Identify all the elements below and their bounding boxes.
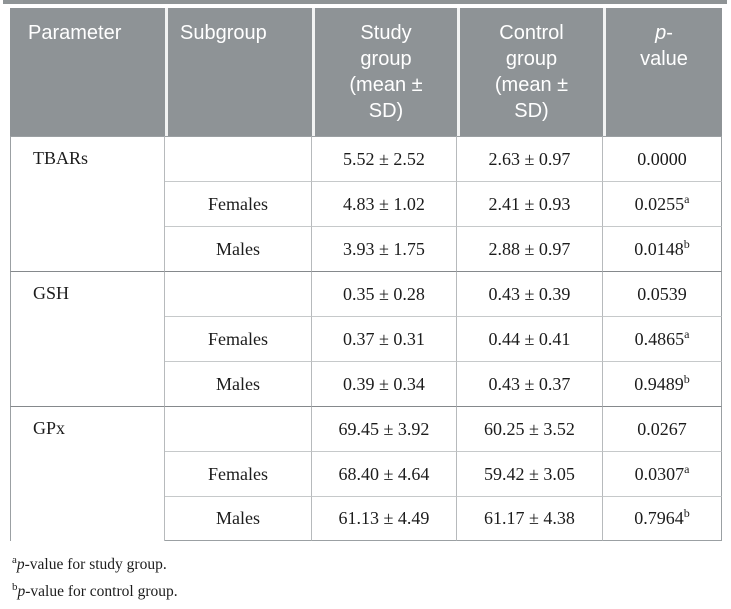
control-value-cell: 0.43 ± 0.37 xyxy=(457,361,603,406)
control-value-cell: 0.44 ± 0.41 xyxy=(457,316,603,361)
parameter-cell-gpx: GPx xyxy=(10,406,165,541)
column-header-parameter: Parameter xyxy=(10,8,165,136)
table-row-gsh: GSH 0.35 ± 0.28 0.43 ± 0.39 0.0539 xyxy=(10,271,722,406)
table-row-tbars-females: Females 4.83 ± 1.02 2.41 ± 0.93 0.0255a xyxy=(10,181,722,226)
p-value-rest: - value xyxy=(640,22,688,70)
study-value-cell: 0.37 ± 0.31 xyxy=(312,316,457,361)
subgroup-cell xyxy=(165,271,312,316)
subgroup-cell: Males xyxy=(165,226,312,271)
p-value-superscript: b xyxy=(683,371,690,386)
study-value-cell: 69.45 ± 3.92 xyxy=(312,406,457,451)
column-header-subgroup: Subgroup xyxy=(165,8,312,136)
column-header-study-group: Study group (mean ± SD) xyxy=(312,8,457,136)
table-row-tbars: TBARs 5.52 ± 2.52 2.63 ± 0.97 0.0000 xyxy=(10,136,722,271)
control-value-cell: 61.17 ± 4.38 xyxy=(457,496,603,541)
footnote-b: bp-value for control group. xyxy=(12,578,178,605)
p-value-cell: 0.0307a xyxy=(603,451,722,496)
p-value-cell: 0.0255a xyxy=(603,181,722,226)
subgroup-cell: Males xyxy=(165,496,312,541)
p-value-superscript: a xyxy=(684,326,690,341)
study-value-cell: 0.39 ± 0.34 xyxy=(312,361,457,406)
table-row-gsh-females: Females 0.37 ± 0.31 0.44 ± 0.41 0.4865a xyxy=(10,316,722,361)
column-header-control-group: Control group (mean ± SD) xyxy=(457,8,603,136)
control-value-cell: 2.41 ± 0.93 xyxy=(457,181,603,226)
footnote-b-text: -value for control group. xyxy=(25,583,178,600)
p-value-cell: 0.0000 xyxy=(603,136,722,181)
control-value-cell: 59.42 ± 3.05 xyxy=(457,451,603,496)
p-value-superscript: a xyxy=(684,191,690,206)
subgroup-cell: Females xyxy=(165,451,312,496)
p-value-cell: 0.9489b xyxy=(603,361,722,406)
p-value-superscript: a xyxy=(684,461,690,476)
table-header: Parameter Subgroup Study group (mean ± S… xyxy=(10,8,722,136)
subgroup-cell: Females xyxy=(165,316,312,361)
p-value-cell: 0.0539 xyxy=(603,271,722,316)
table-row-tbars-males: Males 3.93 ± 1.75 2.88 ± 0.97 0.0148b xyxy=(10,226,722,271)
control-value-cell: 2.88 ± 0.97 xyxy=(457,226,603,271)
table-row-gsh-males: Males 0.39 ± 0.34 0.43 ± 0.37 0.9489b xyxy=(10,361,722,406)
p-value-cell: 0.0148b xyxy=(603,226,722,271)
header-row: Parameter Subgroup Study group (mean ± S… xyxy=(10,8,722,136)
table-row-gpx-males: Males 61.13 ± 4.49 61.17 ± 4.38 0.7964b xyxy=(10,496,722,541)
study-value-cell: 5.52 ± 2.52 xyxy=(312,136,457,181)
table-row-gpx: GPx 69.45 ± 3.92 60.25 ± 3.52 0.0267 xyxy=(10,406,722,541)
parameter-cell-gsh: GSH xyxy=(10,271,165,406)
control-value-cell: 2.63 ± 0.97 xyxy=(457,136,603,181)
top-divider-rule xyxy=(3,0,727,4)
footnote-a-text: -value for study group. xyxy=(24,556,167,573)
footnote-a: ap-value for study group. xyxy=(12,551,178,578)
p-value-superscript: b xyxy=(683,236,690,251)
results-table: Parameter Subgroup Study group (mean ± S… xyxy=(10,8,722,541)
study-value-cell: 68.40 ± 4.64 xyxy=(312,451,457,496)
subgroup-cell xyxy=(165,406,312,451)
study-value-cell: 0.35 ± 0.28 xyxy=(312,271,457,316)
footnote-a-p-italic: p xyxy=(16,556,25,573)
parameter-cell-tbars: TBARs xyxy=(10,136,165,271)
footnote-b-p-italic: p xyxy=(17,583,26,600)
p-value-cell: 0.7964b xyxy=(603,496,722,541)
footnote-b-marker: b xyxy=(12,580,18,593)
control-value-cell: 60.25 ± 3.52 xyxy=(457,406,603,451)
p-value-superscript: b xyxy=(683,506,690,520)
study-value-cell: 3.93 ± 1.75 xyxy=(312,226,457,271)
table-body: TBARs 5.52 ± 2.52 2.63 ± 0.97 0.0000 Fem… xyxy=(10,136,722,541)
p-value-cell: 0.0267 xyxy=(603,406,722,451)
subgroup-cell: Males xyxy=(165,361,312,406)
table-footnotes: ap-value for study group. bp-value for c… xyxy=(12,551,178,605)
column-header-p-value: p- value xyxy=(603,8,722,136)
control-value-cell: 0.43 ± 0.39 xyxy=(457,271,603,316)
study-value-cell: 4.83 ± 1.02 xyxy=(312,181,457,226)
p-italic: p xyxy=(655,22,667,44)
table-row-gpx-females: Females 68.40 ± 4.64 59.42 ± 3.05 0.0307… xyxy=(10,451,722,496)
p-value-cell: 0.4865a xyxy=(603,316,722,361)
study-value-cell: 61.13 ± 4.49 xyxy=(312,496,457,541)
footnote-a-marker: a xyxy=(12,553,17,566)
subgroup-cell xyxy=(165,136,312,181)
subgroup-cell: Females xyxy=(165,181,312,226)
